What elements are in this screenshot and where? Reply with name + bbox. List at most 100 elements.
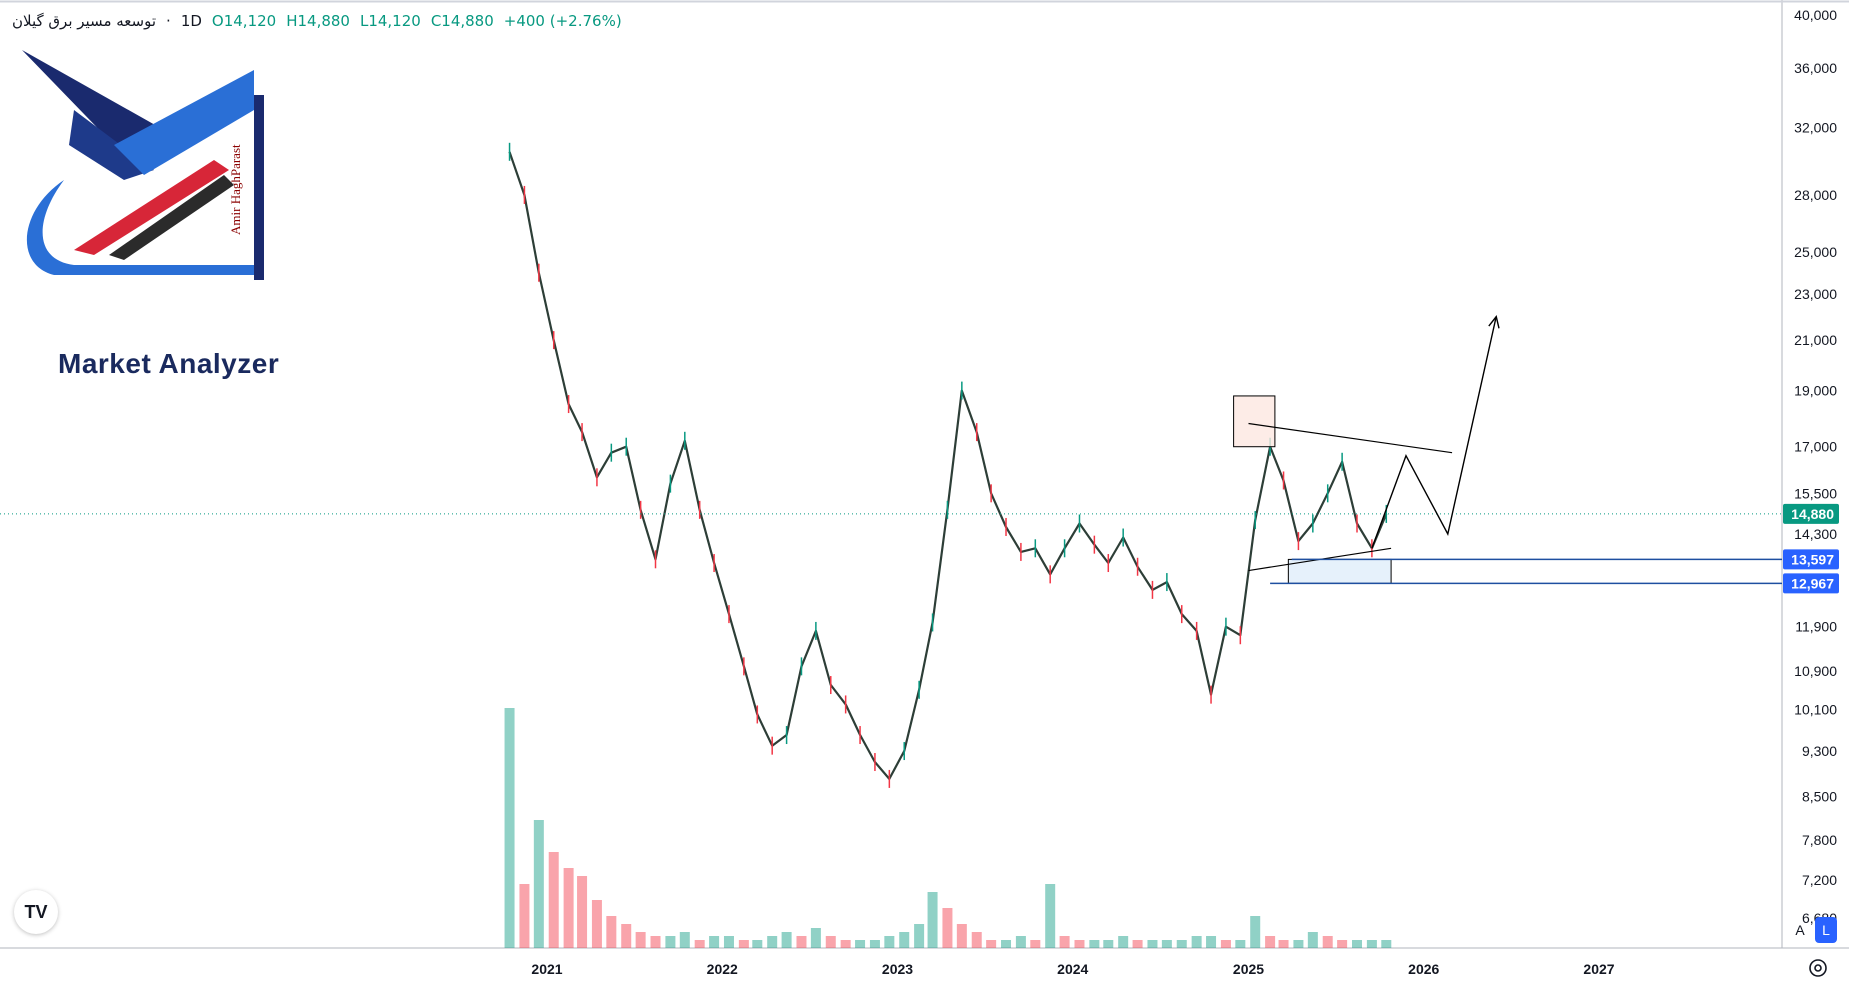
volume-bar: [1132, 940, 1143, 948]
price-tick-label: 25,000: [1794, 244, 1837, 260]
volume-bar: [577, 876, 588, 948]
volume-bar: [1074, 940, 1085, 948]
volume-bar: [1191, 936, 1202, 948]
volume-bar: [1366, 940, 1377, 948]
price-tick-label: 36,000: [1794, 60, 1837, 76]
volume-bar: [1089, 940, 1100, 948]
settings-gear-icon[interactable]: [1806, 956, 1830, 980]
volume-bar: [504, 708, 515, 948]
change-value: +400 (+2.76%): [503, 12, 622, 30]
volume-bar: [694, 940, 705, 948]
price-tick-label: 7,200: [1802, 872, 1837, 888]
volume-bar: [665, 936, 676, 948]
low-value: L14,120: [359, 12, 421, 30]
volume-bar: [810, 928, 821, 948]
price-axis-badge-label: 12,967: [1791, 575, 1834, 591]
volume-bar: [1161, 940, 1172, 948]
volume-bar: [927, 892, 938, 948]
time-tick-label: 2025: [1233, 961, 1264, 977]
projection-arrowhead: [1488, 315, 1500, 329]
price-tick-label: 23,000: [1794, 286, 1837, 302]
price-tick-label: 15,500: [1794, 485, 1837, 501]
volume-bar: [1147, 940, 1158, 948]
price-tick-label: 17,000: [1794, 439, 1837, 455]
volume-bar: [899, 932, 910, 948]
time-tick-label: 2022: [707, 961, 738, 977]
volume-bar: [1045, 884, 1056, 948]
market-analyzer-logo: Amir HaghParast: [22, 50, 264, 280]
volume-bar: [1030, 940, 1041, 948]
close-value: C14,880: [430, 12, 494, 30]
price-tick-label: 28,000: [1794, 187, 1837, 203]
price-tick-label: 7,800: [1802, 832, 1837, 848]
support-zone-box: [1287, 558, 1392, 584]
symbol-name[interactable]: توسعه مسیر برق گیلان: [12, 12, 157, 30]
volume-bar: [1278, 940, 1289, 948]
volume-bar: [796, 936, 807, 948]
volume-bar: [914, 924, 925, 948]
volume-bar: [621, 924, 632, 948]
price-tick-label: 10,100: [1794, 701, 1837, 717]
volume-bar: [942, 908, 953, 948]
volume-bar: [1322, 936, 1333, 948]
volume-bar: [1250, 916, 1261, 948]
price-tick-label: 32,000: [1794, 120, 1837, 136]
time-tick-label: 2026: [1408, 961, 1439, 977]
volume-bar: [533, 820, 544, 948]
volume-bar: [869, 940, 880, 948]
volume-bar: [738, 940, 749, 948]
volume-bar: [884, 936, 895, 948]
volume-bar: [709, 936, 720, 948]
price-axis-badge: [1783, 549, 1839, 570]
logo-title: Market Analyzer: [58, 348, 280, 379]
volume-bar: [1176, 940, 1187, 948]
volume-bar: [1118, 936, 1129, 948]
volume-bar: [1220, 940, 1231, 948]
volume-bar: [519, 884, 530, 948]
timeframe[interactable]: 1D: [180, 12, 202, 30]
auto-scale-button[interactable]: A: [1795, 922, 1805, 938]
price-axis-badge: [1783, 503, 1839, 524]
volume-bar: [781, 932, 792, 948]
volume-bar: [986, 940, 997, 948]
volume-bar: [606, 916, 617, 948]
volume-bar: [1206, 936, 1217, 948]
price-tick-label: 21,000: [1794, 332, 1837, 348]
chart-legend: توسعه مسیر برق گیلان · 1D O14,120 H14,88…: [12, 12, 622, 30]
volume-bar: [825, 936, 836, 948]
volume-bar: [767, 936, 778, 948]
legend-separator: ·: [166, 12, 171, 30]
price-series-line: [508, 151, 1388, 780]
volume-bar: [1015, 936, 1026, 948]
volume-bar: [855, 940, 866, 948]
price-axis-badge: [1783, 573, 1839, 594]
volume-bar: [679, 932, 690, 948]
volume-bar: [1307, 932, 1318, 948]
volume-bar: [1337, 940, 1348, 948]
volume-bar: [723, 936, 734, 948]
resistance-zone-box: [1233, 395, 1276, 448]
price-axis-badge-label: 14,880: [1791, 506, 1834, 522]
volume-bar: [971, 932, 982, 948]
volume-bar: [1103, 940, 1114, 948]
volume-bar: [1352, 940, 1363, 948]
volume-bar: [956, 924, 967, 948]
price-tick-label: 14,300: [1794, 526, 1837, 542]
volume-bar: [840, 940, 851, 948]
volume-bar: [1265, 936, 1276, 948]
volume-bar: [752, 940, 763, 948]
logo-author-text: Amir HaghParast: [228, 144, 243, 235]
time-tick-label: 2021: [531, 961, 562, 977]
tradingview-logo-button[interactable]: TV: [14, 890, 58, 934]
open-value: O14,120: [211, 12, 277, 30]
volume-bar: [650, 936, 661, 948]
price-tick-label: 11,900: [1795, 619, 1837, 635]
price-tick-label: 8,500: [1802, 788, 1837, 804]
log-scale-button[interactable]: L: [1815, 917, 1837, 943]
volume-bar: [1293, 940, 1304, 948]
upper-trendline: [1248, 422, 1453, 454]
projection-path: [1371, 316, 1497, 549]
price-tick-label: 10,900: [1794, 663, 1837, 679]
